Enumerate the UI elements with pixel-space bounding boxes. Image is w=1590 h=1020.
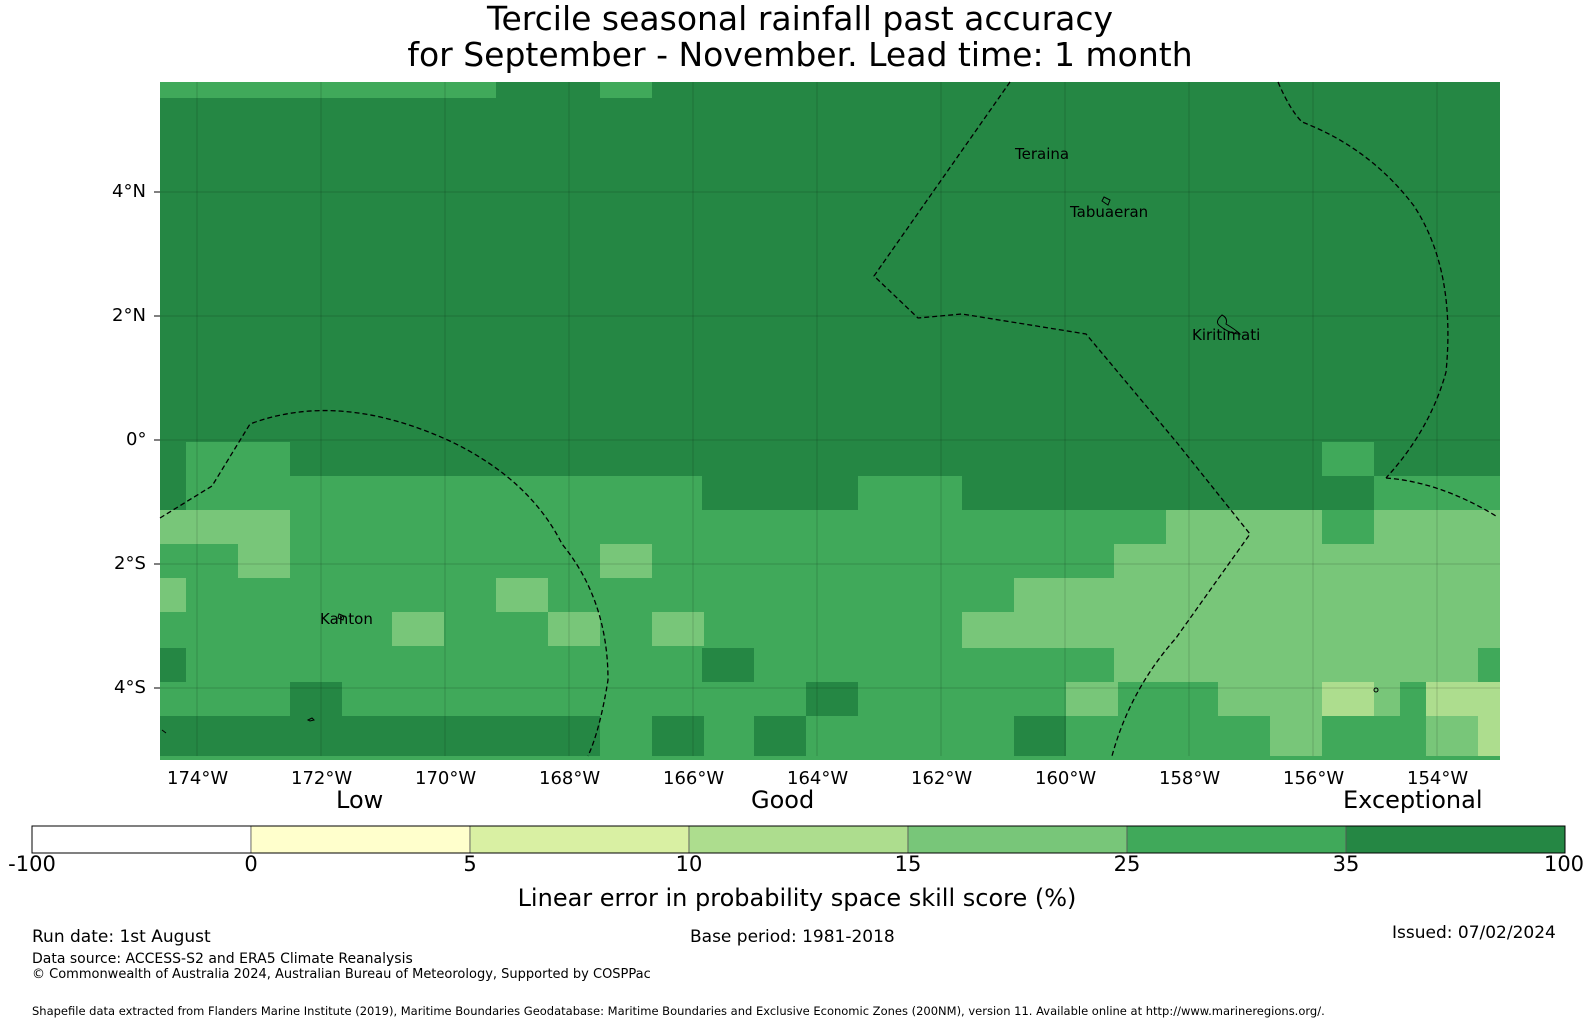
shapefile-credit: Shapefile data extracted from Flanders M…	[32, 1004, 1325, 1018]
colorbar-tick: -100	[8, 852, 56, 876]
lon-label-158w: 158°W	[1159, 768, 1221, 789]
colorbar-segment	[469, 825, 690, 854]
lon-label-160w: 160°W	[1035, 768, 1097, 789]
lat-label-0: 0°	[126, 429, 147, 450]
lon-label-164w: 164°W	[787, 768, 849, 789]
category-label-exceptional: Exceptional	[1343, 786, 1483, 814]
place-teraina: Teraina	[1015, 145, 1070, 163]
colorbar-segment	[907, 825, 1128, 854]
map-gridlines	[160, 82, 1500, 756]
lon-label-156w: 156°W	[1283, 768, 1345, 789]
colorbar-tick: 25	[1113, 852, 1141, 876]
lon-label-154w: 154°W	[1407, 768, 1469, 789]
colorbar	[31, 825, 1566, 854]
eez-boundaries	[159, 81, 1497, 757]
lat-label-2s: 2°S	[114, 553, 146, 574]
colorbar-segment	[688, 825, 909, 854]
axis-ticks	[154, 191, 160, 689]
place-tabuaeran: Tabuaeran	[1070, 203, 1149, 221]
map-title-line-2: for September - November. Lead time: 1 m…	[407, 35, 1193, 74]
colorbar-segment	[1126, 825, 1347, 854]
colorbar-tick: 5	[463, 852, 477, 876]
colorbar-segment	[250, 825, 471, 854]
place-kanton: Kanton	[320, 610, 373, 628]
lon-label-172w: 172°W	[291, 768, 353, 789]
issued-date: Issued: 07/02/2024	[1392, 923, 1556, 943]
category-label-good: Good	[751, 786, 815, 814]
colorbar-tick: 35	[1332, 852, 1360, 876]
copyright: © Commonwealth of Australia 2024, Austra…	[32, 967, 651, 982]
lon-label-166w: 166°W	[663, 768, 725, 789]
island-outlines	[161, 196, 1379, 734]
map-title-line-1: Tercile seasonal rainfall past accuracy	[486, 0, 1114, 38]
base-period: Base period: 1981-2018	[690, 927, 895, 947]
data-source: Data source: ACCESS-S2 and ERA5 Climate …	[32, 951, 413, 967]
lon-label-162w: 162°W	[911, 768, 973, 789]
colorbar-tick: 100	[1543, 852, 1585, 876]
lon-label-168w: 168°W	[539, 768, 601, 789]
colorbar-tick: 10	[675, 852, 703, 876]
category-label-low: Low	[336, 786, 384, 814]
colorbar-tick: 15	[894, 852, 922, 876]
colorbar-title: Linear error in probability space skill …	[517, 884, 1077, 912]
skill-score-grid	[160, 82, 1500, 760]
place-kiritimati: Kiritimati	[1192, 326, 1261, 344]
lat-label-4s: 4°S	[114, 677, 146, 698]
lon-label-170w: 170°W	[415, 768, 477, 789]
lat-label-2n: 2°N	[112, 305, 146, 326]
lat-label-4n: 4°N	[112, 181, 146, 202]
run-date: Run date: 1st August	[32, 927, 211, 947]
colorbar-segment	[31, 825, 252, 854]
colorbar-frame	[31, 825, 1566, 854]
lon-label-174w: 174°W	[167, 768, 229, 789]
colorbar-segment	[1345, 825, 1566, 854]
colorbar-tick: 0	[244, 852, 258, 876]
